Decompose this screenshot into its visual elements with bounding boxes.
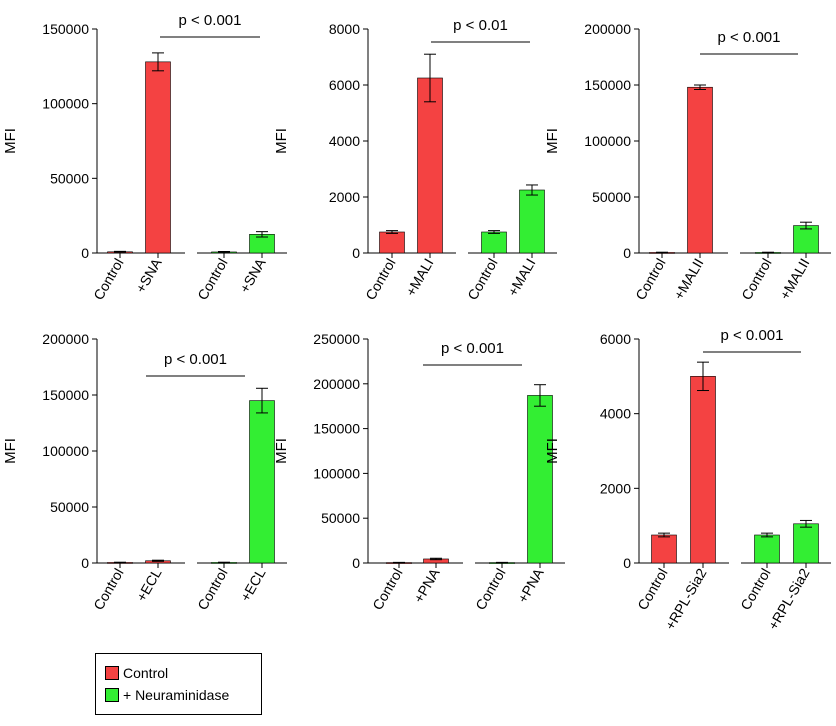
x-tick-label: Control — [464, 256, 500, 303]
bar-4 — [793, 225, 819, 254]
x-tick-label: +SNA — [236, 255, 269, 296]
y-tick-label: 100000 — [42, 96, 89, 112]
y-tick-label: 100000 — [584, 133, 631, 149]
significance-label: p < 0.001 — [718, 29, 781, 46]
x-tick-label: Control — [472, 566, 508, 613]
y-tick-label: 250000 — [313, 331, 360, 347]
y-tick-label: 150000 — [313, 421, 360, 437]
y-tick-label: 4000 — [329, 133, 360, 149]
x-tick-label: Control — [90, 566, 126, 613]
y-axis-label: MFI — [273, 128, 290, 154]
x-tick-label: +ECL — [237, 565, 269, 604]
y-tick-label: 100000 — [42, 443, 89, 459]
y-tick-label: 6000 — [329, 77, 360, 93]
y-tick-label: 8000 — [329, 21, 360, 37]
y-tick-label: 50000 — [592, 189, 631, 205]
significance-label: p < 0.001 — [441, 340, 504, 357]
x-tick-label: Control — [737, 566, 773, 613]
x-tick-label: Control — [738, 256, 774, 303]
y-tick-label: 50000 — [321, 510, 360, 526]
chart-panel-5: 0 50000 100000 150000 200000 250000 MFI Control… — [273, 331, 565, 613]
y-tick-label: 0 — [81, 555, 89, 571]
x-tick-label: +SNA — [132, 255, 165, 296]
y-axis-label: MFI — [544, 438, 561, 464]
y-axis-label: MFI — [2, 128, 19, 154]
bar-2 — [145, 61, 171, 254]
legend-swatch-control — [105, 666, 119, 680]
y-tick-label: 2000 — [329, 189, 360, 205]
x-tick-label: +MALI — [504, 256, 538, 299]
x-tick-label: Control — [634, 566, 670, 613]
bar-2 — [687, 86, 713, 254]
bar-3 — [754, 534, 780, 564]
bar-4 — [793, 523, 819, 564]
x-tick-label: +PNA — [410, 565, 443, 606]
significance-label: p < 0.001 — [164, 351, 227, 368]
legend-item-neuraminidase: + Neuraminidase — [105, 685, 229, 705]
x-tick-label: +ECL — [133, 565, 165, 604]
x-tick-label: Control — [90, 256, 126, 303]
x-tick-label: Control — [194, 256, 230, 303]
x-tick-label: +MALII — [776, 256, 812, 303]
y-axis-label: MFI — [273, 438, 290, 464]
significance-label: p < 0.001 — [179, 12, 242, 29]
y-tick-label: 2000 — [600, 480, 631, 496]
y-tick-label: 0 — [623, 555, 631, 571]
y-tick-label: 100000 — [313, 465, 360, 481]
legend-label-neuraminidase: + Neuraminidase — [123, 687, 230, 703]
legend-label-control: Control — [123, 665, 169, 681]
x-tick-label: +MALI — [402, 256, 436, 299]
y-tick-label: 200000 — [584, 21, 631, 37]
significance-label: p < 0.01 — [453, 17, 508, 34]
legend-item-control: Control — [105, 663, 168, 683]
y-tick-label: 0 — [623, 245, 631, 261]
y-tick-label: 0 — [352, 555, 360, 571]
bar-4 — [527, 395, 553, 564]
y-tick-label: 0 — [352, 245, 360, 261]
bar-1 — [651, 534, 677, 564]
x-tick-label: Control — [362, 256, 398, 303]
bar-4 — [249, 400, 275, 564]
bar-1 — [379, 231, 405, 254]
y-tick-label: 200000 — [42, 331, 89, 347]
x-tick-label: Control — [369, 566, 405, 613]
bar-4 — [519, 189, 545, 254]
x-tick-label: Control — [194, 566, 230, 613]
y-axis-label: MFI — [2, 438, 19, 464]
x-tick-label: Control — [632, 256, 668, 303]
legend-swatch-neuraminidase — [105, 688, 119, 702]
legend: Control + Neuraminidase — [95, 653, 262, 715]
y-tick-label: 50000 — [50, 499, 89, 515]
significance-label: p < 0.001 — [721, 327, 784, 344]
y-axis-label: MFI — [544, 128, 561, 154]
y-tick-label: 4000 — [600, 406, 631, 422]
x-tick-label: +MALII — [670, 256, 706, 303]
bar-2 — [417, 77, 443, 254]
y-tick-label: 150000 — [42, 387, 89, 403]
y-tick-label: 150000 — [584, 77, 631, 93]
y-tick-label: 6000 — [600, 331, 631, 347]
bar-3 — [481, 231, 507, 254]
x-tick-label: +PNA — [514, 565, 547, 606]
y-tick-label: 0 — [81, 245, 89, 261]
bar-2 — [690, 376, 716, 564]
y-tick-label: 150000 — [42, 21, 89, 37]
y-tick-label: 200000 — [313, 376, 360, 392]
y-tick-label: 50000 — [50, 170, 89, 186]
